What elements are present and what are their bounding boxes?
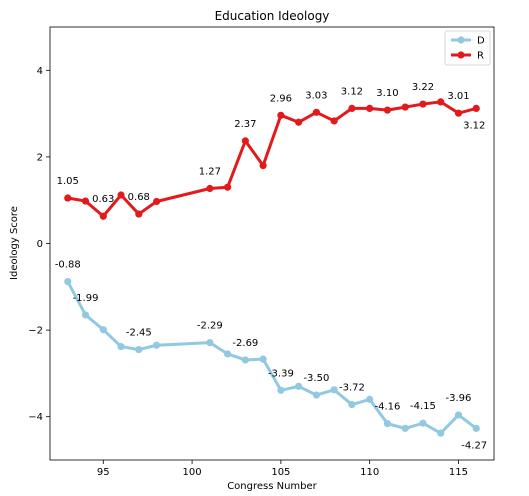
data-label-r: 2.37 xyxy=(234,119,256,130)
series-d xyxy=(64,278,480,437)
series-r-point xyxy=(241,137,249,145)
series-r-point xyxy=(99,212,107,220)
legend-marker-d xyxy=(457,36,465,44)
y-tick-label: −2 xyxy=(28,326,43,337)
series-r-point xyxy=(330,117,338,125)
data-label-r: 3.03 xyxy=(305,90,327,101)
series-r-point xyxy=(152,197,161,206)
series-d-point xyxy=(454,411,463,419)
series-d-line xyxy=(66,280,478,435)
series-r-point xyxy=(277,111,285,119)
series-d-point xyxy=(206,339,214,347)
series-d-point xyxy=(152,341,161,349)
series-r-point xyxy=(401,103,409,111)
y-axis: −4 −2 0 2 4 xyxy=(28,66,50,423)
data-label-d: -2.45 xyxy=(126,328,152,339)
series-layer xyxy=(64,98,480,437)
series-r-point xyxy=(259,161,267,170)
series-r-point xyxy=(117,191,125,199)
data-label-d: -2.69 xyxy=(232,338,258,349)
series-r-point xyxy=(366,104,374,113)
legend-label-r: R xyxy=(477,51,484,62)
data-labels: -0.88 -1.99 -2.45 -2.29 -2.69 -3.39 -3.50 -3.72… xyxy=(55,82,487,451)
series-d-point xyxy=(99,326,107,334)
y-axis-label: Ideology Score xyxy=(9,206,20,280)
data-label-r: 2.96 xyxy=(270,93,292,104)
series-d-point xyxy=(117,342,125,351)
series-d-point xyxy=(259,355,267,363)
series-d-point xyxy=(64,278,72,286)
series-d-point xyxy=(348,400,356,409)
series-d-point xyxy=(330,386,338,394)
legend-label-d: D xyxy=(477,36,485,47)
series-d-point xyxy=(472,424,480,432)
series-d-point xyxy=(419,419,427,427)
data-label-r: 3.01 xyxy=(447,91,469,102)
data-label-d: -4.16 xyxy=(375,402,401,413)
y-tick-label: 4 xyxy=(37,66,43,77)
series-r-point xyxy=(348,104,356,113)
series-d-point xyxy=(81,311,90,319)
series-r-point xyxy=(437,98,445,106)
data-label-r: 3.12 xyxy=(341,86,363,97)
x-axis: 95 100 105 110 115 xyxy=(97,460,468,478)
data-label-d: -3.50 xyxy=(303,373,329,384)
x-tick-label: 95 xyxy=(97,467,110,478)
data-label-d: -1.99 xyxy=(73,293,99,304)
series-d-point xyxy=(401,424,409,432)
data-label-d: -3.96 xyxy=(446,393,472,404)
series-r-point xyxy=(383,106,392,114)
data-label-d: -3.39 xyxy=(268,368,294,379)
series-d-point xyxy=(224,350,232,358)
series-r-point xyxy=(224,183,232,191)
x-tick-label: 110 xyxy=(360,467,379,478)
series-r-point xyxy=(419,100,427,108)
series-r xyxy=(64,98,480,220)
data-label-r: 0.68 xyxy=(128,192,150,203)
series-d-point xyxy=(277,386,285,394)
data-label-d: -2.29 xyxy=(197,321,223,332)
y-tick-label: 2 xyxy=(37,152,43,163)
data-label-r: 3.10 xyxy=(376,88,398,99)
series-r-point xyxy=(64,194,72,202)
data-label-d: -3.72 xyxy=(339,383,365,394)
series-d-point xyxy=(366,395,374,403)
series-d-point xyxy=(312,391,320,399)
series-r-point xyxy=(454,109,463,117)
data-label-d: -4.15 xyxy=(410,401,436,412)
series-d-point xyxy=(383,420,392,428)
series-d-point xyxy=(135,345,143,354)
series-d-point xyxy=(295,382,303,390)
data-label-r: 3.12 xyxy=(463,120,485,131)
series-r-point xyxy=(295,118,303,126)
legend: DR xyxy=(444,30,491,66)
x-axis-label: Congress Number xyxy=(227,481,317,492)
series-r-point xyxy=(472,104,480,113)
data-label-r: 0.63 xyxy=(92,194,114,205)
series-r-point xyxy=(81,197,90,205)
series-r-line xyxy=(66,100,478,218)
y-tick-label: 0 xyxy=(37,239,43,250)
x-tick-label: 100 xyxy=(183,467,202,478)
series-r-point xyxy=(135,210,143,218)
data-label-r: 1.27 xyxy=(199,167,221,178)
series-d-point xyxy=(437,429,445,437)
legend-marker-r xyxy=(457,51,465,59)
data-label-r: 1.05 xyxy=(57,176,79,187)
x-tick-label: 105 xyxy=(271,467,290,478)
series-d-point xyxy=(241,356,249,364)
y-tick-label: −4 xyxy=(28,412,43,423)
data-label-d: -4.27 xyxy=(461,440,487,451)
x-tick-label: 115 xyxy=(449,467,468,478)
data-label-d: -0.88 xyxy=(55,260,81,271)
series-r-point xyxy=(312,108,320,116)
series-r-point xyxy=(206,184,214,193)
chart-title: Education Ideology xyxy=(215,9,330,23)
data-label-r: 3.22 xyxy=(412,82,434,93)
